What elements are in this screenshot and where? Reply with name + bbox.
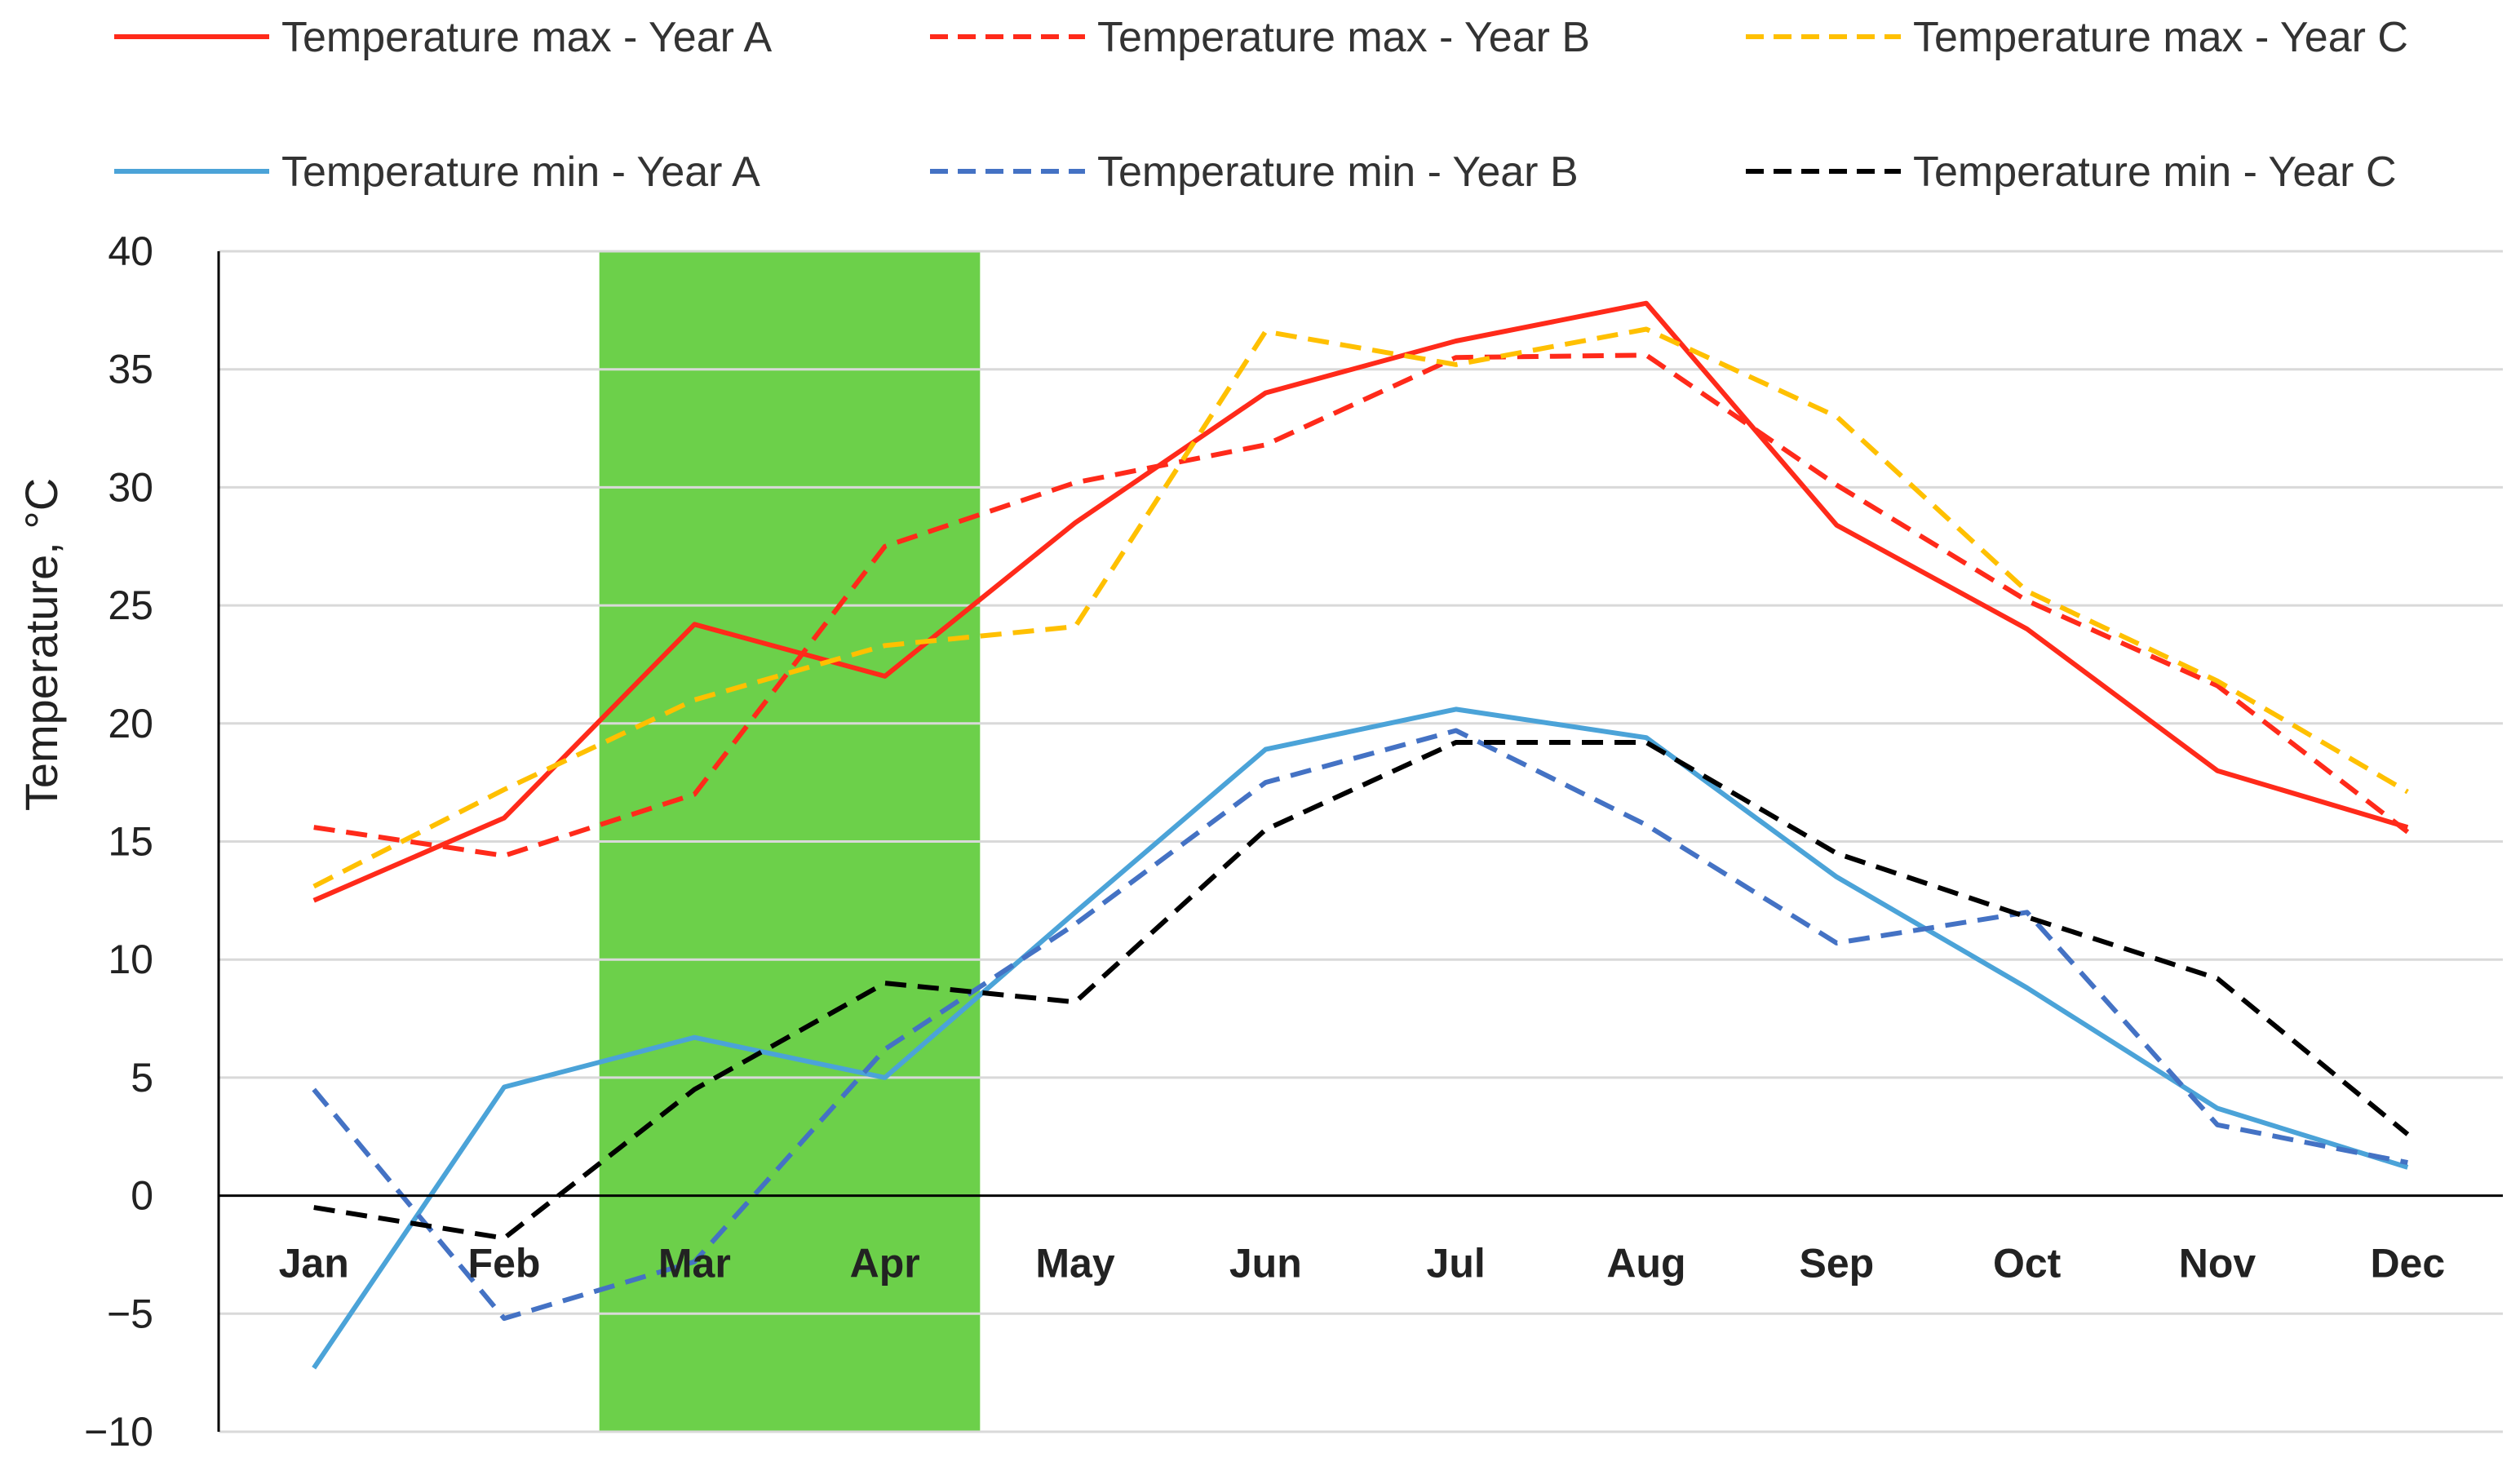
- series-lines: [312, 300, 2410, 1370]
- legend-item: Temperature max - Year A: [114, 14, 773, 61]
- x-tick-label: Jan: [279, 1241, 349, 1287]
- legend: Temperature max - Year A Temperature max …: [114, 14, 2408, 196]
- y-tick-label: 35: [108, 347, 153, 392]
- legend-item: Temperature min - Year C: [1746, 148, 2397, 196]
- x-tick-label: Apr: [850, 1241, 920, 1287]
- series-line-3: [312, 326, 2409, 889]
- series-line-5: [312, 728, 2408, 1322]
- y-tick-label: 0: [131, 1173, 153, 1219]
- y-tick-label: 10: [108, 937, 153, 982]
- y-tick-label: 20: [108, 701, 153, 746]
- y-tick-label: 25: [108, 582, 153, 628]
- y-axis-title: Temperature, °C: [16, 478, 67, 811]
- x-tick-label: Sep: [1799, 1241, 1874, 1287]
- y-tick-label: −10: [84, 1409, 153, 1455]
- x-tick-label: Aug: [1606, 1241, 1685, 1287]
- legend-label: Temperature min - Year A: [281, 148, 760, 196]
- y-tick-label: 30: [108, 464, 153, 510]
- y-tick-label: 5: [131, 1055, 153, 1101]
- legend-label: Temperature min - Year C: [1913, 148, 2397, 196]
- x-tick-label: Dec: [2370, 1241, 2445, 1287]
- legend-item: Temperature max - Year C: [1746, 14, 2408, 61]
- axes: 40 35 30 25 20 15 10 5 0 −5 −10 Jan Feb Mar Apr May Jun J…: [84, 228, 2503, 1455]
- legend-item: Temperature max - Year B: [930, 14, 1590, 61]
- legend-item: Temperature min - Year A: [114, 148, 760, 196]
- series-line-1: [312, 300, 2409, 903]
- x-tick-label: Jul: [1427, 1241, 1486, 1287]
- legend-label: Temperature max - Year B: [1097, 14, 1590, 61]
- series-line-4: [312, 706, 2409, 1370]
- x-tick-label: Jun: [1229, 1241, 1302, 1287]
- legend-label: Temperature min - Year B: [1097, 148, 1579, 196]
- x-tick-label: Nov: [2179, 1241, 2256, 1287]
- gridlines: [219, 250, 2503, 1433]
- x-tick-label: May: [1035, 1241, 1114, 1287]
- x-tick-label: Feb: [468, 1241, 541, 1287]
- y-tick-label: 40: [108, 228, 153, 274]
- x-tick-label: Mar: [658, 1241, 731, 1287]
- legend-item: Temperature min - Year B: [930, 148, 1579, 196]
- y-tick-label: −5: [107, 1291, 153, 1336]
- x-tick-label: Oct: [1993, 1241, 2062, 1287]
- series-line-6: [313, 740, 2410, 1241]
- legend-label: Temperature max - Year A: [281, 14, 773, 61]
- y-tick-label: 15: [108, 819, 153, 865]
- series-line-2: [313, 352, 2410, 858]
- legend-label: Temperature max - Year C: [1913, 14, 2408, 61]
